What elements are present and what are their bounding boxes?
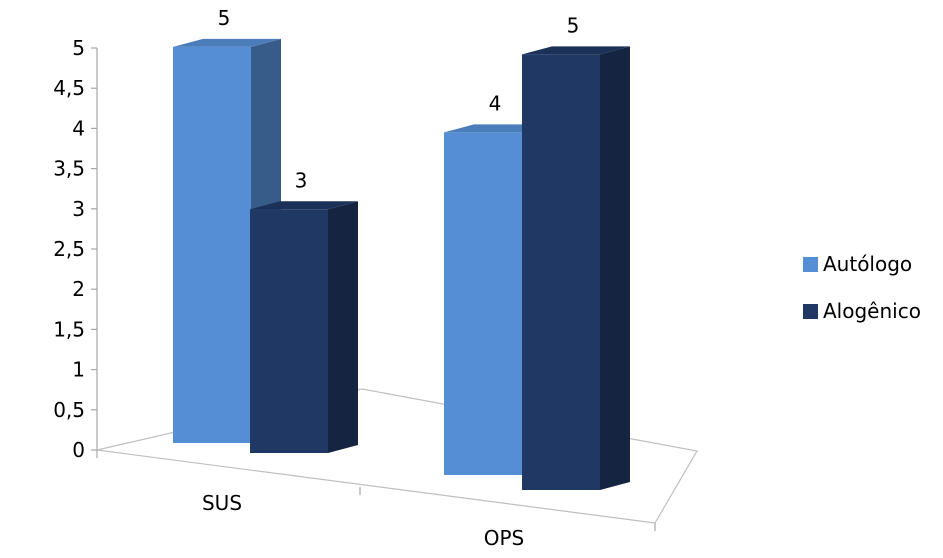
bars-layer: [173, 38, 630, 491]
bar-top-face: [522, 46, 630, 55]
data-label: 3: [295, 168, 308, 192]
y-tick-label: 0,5: [53, 398, 85, 422]
legend-swatch: [803, 257, 818, 272]
bar-ops-1: [522, 46, 630, 491]
bar-side-face: [328, 201, 358, 453]
bar-front-face: [173, 46, 251, 443]
y-tick-label: 0: [72, 438, 85, 462]
legend-label: Alogênico: [823, 299, 921, 323]
y-tick-label: 5: [72, 36, 85, 60]
y-tick-label: 1: [72, 358, 85, 382]
data-label: 4: [489, 91, 502, 115]
legend-swatch: [803, 304, 818, 319]
data-label: 5: [218, 6, 231, 30]
legend: Autólogo Alogênico: [803, 252, 921, 323]
data-label: 5: [567, 13, 580, 37]
y-tick-label: 4: [72, 116, 85, 140]
bar-front-face: [250, 209, 328, 453]
labels-layer: SUS OPS 5 3 4 5: [202, 6, 579, 550]
y-tick-label: 1,5: [53, 317, 85, 341]
bar-side-face: [600, 46, 630, 491]
bar-front-face: [444, 132, 522, 475]
bar-sus-1: [250, 201, 358, 453]
category-label-sus: SUS: [202, 491, 242, 515]
bar-top-face: [250, 201, 358, 210]
y-tick-label: 4,5: [53, 76, 85, 100]
category-label-ops: OPS: [484, 526, 525, 550]
bar-top-face: [173, 38, 281, 47]
y-tick-label: 2,5: [53, 237, 85, 261]
y-tick-label: 3,5: [53, 157, 85, 181]
y-tick-label: 3: [72, 197, 85, 221]
legend-label: Autólogo: [823, 252, 912, 276]
y-tick-label: 2: [72, 277, 85, 301]
bar-front-face: [522, 54, 600, 491]
